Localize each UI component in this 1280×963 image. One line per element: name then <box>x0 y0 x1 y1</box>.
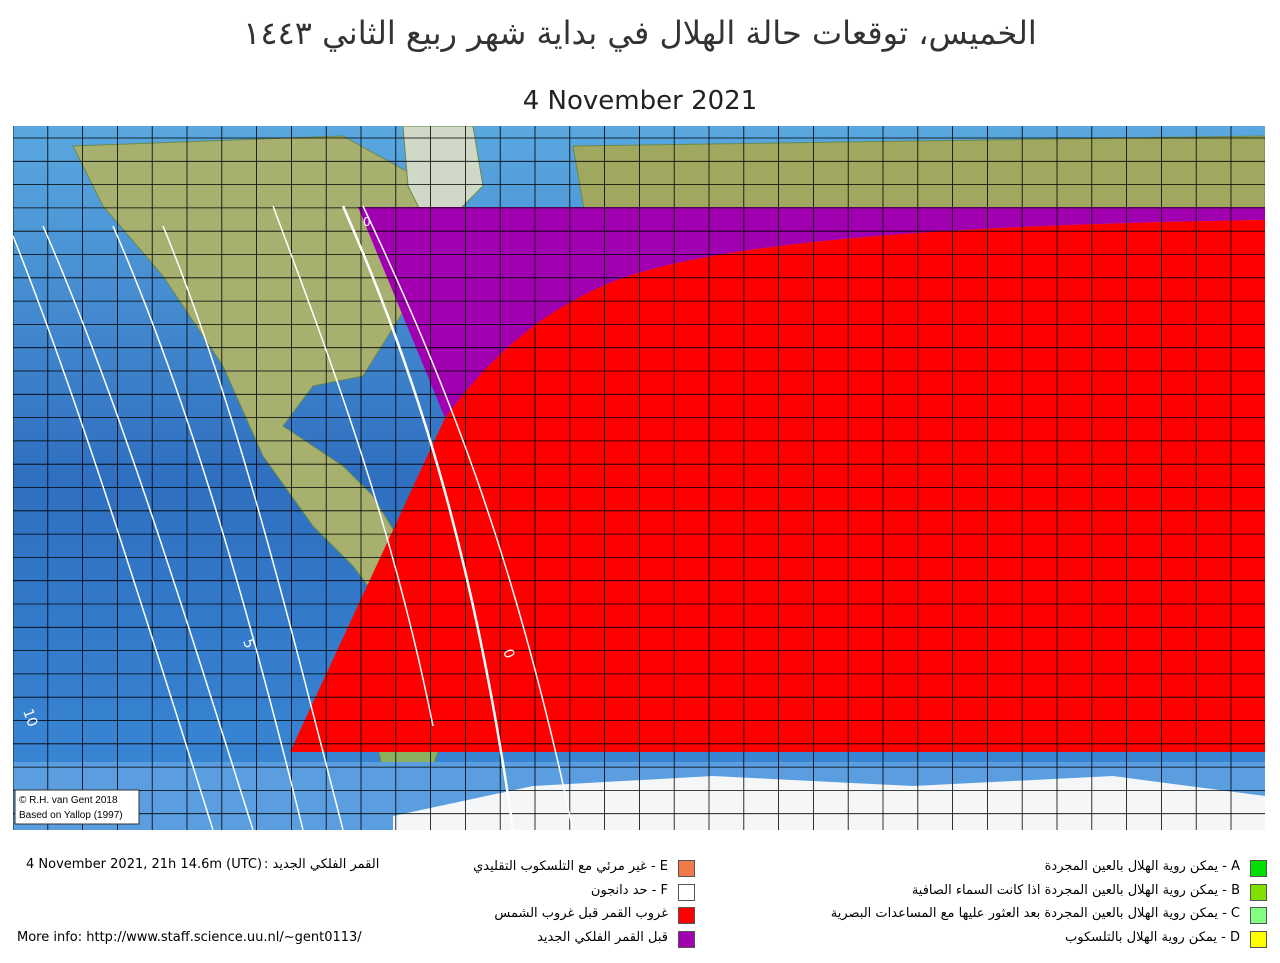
legend-label: D - يمكن روية الهلال بالتلسكوب <box>1065 929 1240 945</box>
contours <box>13 205 574 830</box>
legend-label: F - حد دانجون <box>590 882 668 898</box>
map: 5 0 10 0 © R.H. van Gent 2018 Based on Y… <box>13 126 1265 830</box>
legend-label: قبل القمر الفلكي الجديد <box>537 929 668 945</box>
legend-swatch <box>1250 907 1267 924</box>
new-moon-label: القمر الفلكي الجديد : <box>264 857 380 872</box>
credit: © R.H. van Gent 2018 <box>19 795 118 806</box>
legend-label: A - يمكن روية الهلال بالعين المجردة <box>1044 859 1240 874</box>
new-moon-time: 4 November 2021, 21h 14.6m (UTC) <box>26 857 263 872</box>
credit: Based on Yallop (1997) <box>19 810 123 821</box>
contour-label: 0 <box>363 215 371 229</box>
credit-box <box>14 789 140 825</box>
more-info: More info: http://www.staff.science.uu.n… <box>17 930 362 945</box>
legend-label: B - يمكن روية الهلال بالعين المجردة اذا … <box>911 882 1240 898</box>
subtitle: 4 November 2021 <box>522 86 758 116</box>
legend-swatch <box>678 930 695 948</box>
legend-swatch <box>1250 860 1267 877</box>
area-before-new-moon <box>358 207 1265 418</box>
title: الخميس، توقعات حالة الهلال في بداية شهر … <box>243 14 1037 52</box>
legend-label: E - غير مرئي مع التلسكوب التقليدي <box>473 859 668 874</box>
contour-label: 10 <box>19 707 40 729</box>
legend-swatch <box>678 883 695 901</box>
legend-swatch <box>1250 883 1267 901</box>
legend-label: غروب القمر قبل غروب الشمس <box>494 906 668 921</box>
legend-label: C - يمكن روية الهلال بالعين المجردة بعد … <box>830 906 1240 921</box>
area-moonset-before-sunset <box>290 220 1265 752</box>
antarctica <box>393 776 1265 830</box>
legend-swatch <box>678 907 695 924</box>
legend-swatch <box>678 860 695 877</box>
grid <box>13 126 1265 830</box>
legend-swatch <box>1250 930 1267 948</box>
